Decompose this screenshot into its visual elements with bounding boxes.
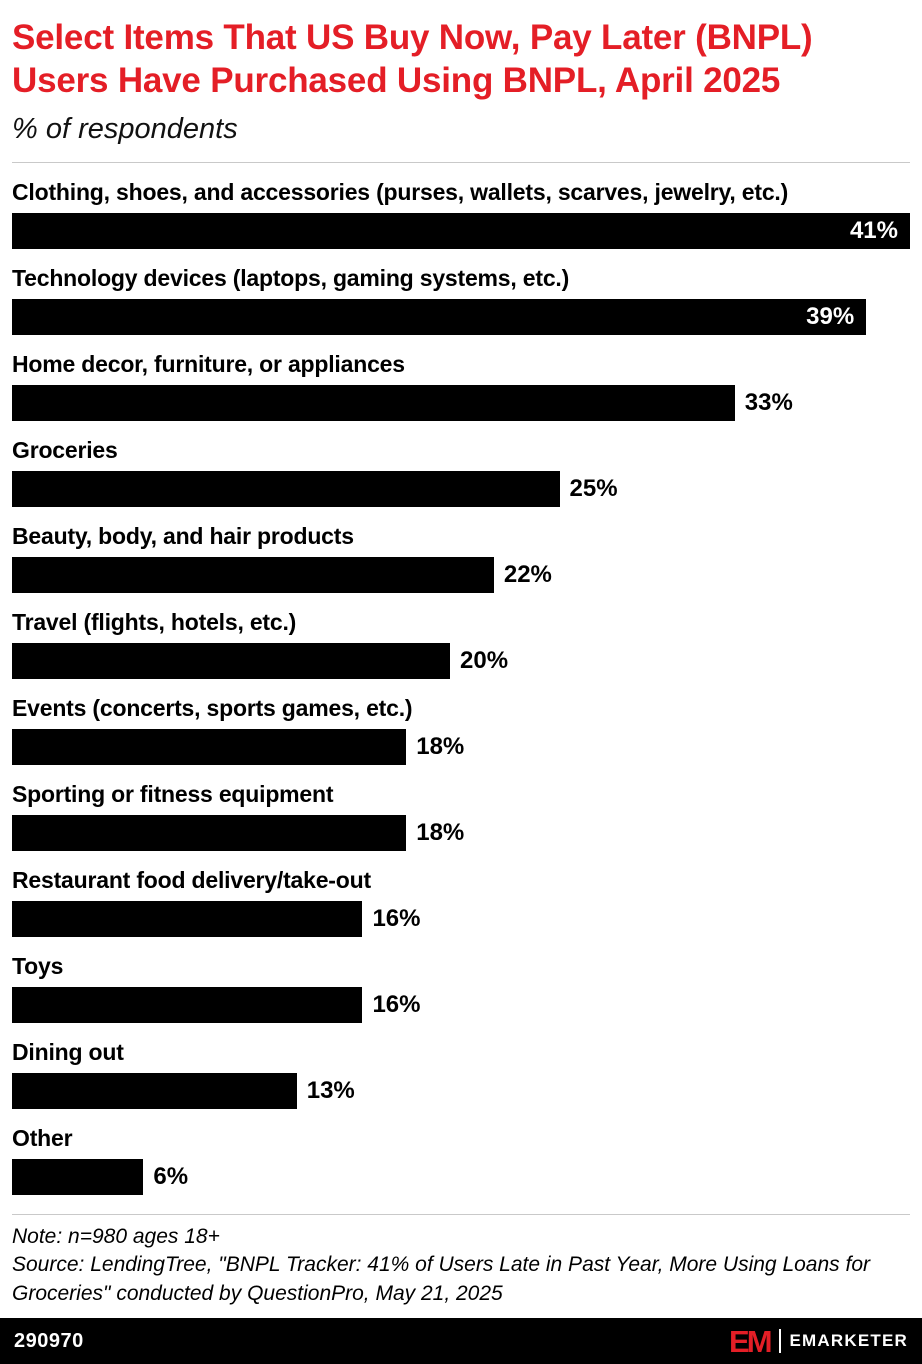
bar-track: 18% bbox=[12, 814, 910, 851]
bar-track: 39% bbox=[12, 298, 910, 335]
bar-track: 22% bbox=[12, 556, 910, 593]
notes-section: Note: n=980 ages 18+ Source: LendingTree… bbox=[12, 1213, 910, 1308]
bar-value-label: 20% bbox=[460, 646, 509, 674]
bar-value-label: 18% bbox=[416, 818, 465, 846]
bar-track: 16% bbox=[12, 986, 910, 1023]
bar-value-label: 33% bbox=[744, 388, 793, 416]
bar-row: Toys 16% bbox=[12, 951, 910, 1023]
bar bbox=[12, 556, 494, 593]
bar-row: Travel (flights, hotels, etc.) 20% bbox=[12, 607, 910, 679]
bar-row: Beauty, body, and hair products 22% bbox=[12, 521, 910, 593]
bar-row: Technology devices (laptops, gaming syst… bbox=[12, 263, 910, 335]
bar: 41% bbox=[12, 212, 910, 249]
bar-track: 6% bbox=[12, 1158, 910, 1195]
bar-row: Sporting or fitness equipment 18% bbox=[12, 779, 910, 851]
bar-category-label: Technology devices (laptops, gaming syst… bbox=[12, 264, 570, 291]
bar-category-label: Clothing, shoes, and accessories (purses… bbox=[12, 178, 789, 205]
bar-row: Home decor, furniture, or appliances 33% bbox=[12, 349, 910, 421]
bar bbox=[12, 900, 363, 937]
bar bbox=[12, 384, 735, 421]
bar-track: 33% bbox=[12, 384, 910, 421]
note-text: Note: n=980 ages 18+ bbox=[12, 1224, 220, 1248]
bar-row: Restaurant food delivery/take-out 16% bbox=[12, 865, 910, 937]
bar-category-label: Sporting or fitness equipment bbox=[12, 780, 334, 807]
bar bbox=[12, 814, 407, 851]
bar-row: Dining out 13% bbox=[12, 1037, 910, 1109]
bar-track: 16% bbox=[12, 900, 910, 937]
bar-row: Groceries 25% bbox=[12, 435, 910, 507]
chart-id: 290970 bbox=[14, 1329, 84, 1352]
bar-category-label: Home decor, furniture, or appliances bbox=[12, 350, 405, 377]
bar-category-label: Dining out bbox=[12, 1038, 124, 1065]
bar-value-label: 39% bbox=[806, 302, 855, 330]
bar-category-label: Groceries bbox=[12, 436, 118, 463]
bar-track: 20% bbox=[12, 642, 910, 679]
source-text: Source: LendingTree, "BNPL Tracker: 41% … bbox=[12, 1253, 871, 1305]
bar bbox=[12, 728, 407, 765]
bar-category-label: Toys bbox=[12, 952, 64, 979]
bar bbox=[12, 642, 451, 679]
bar-value-label: 16% bbox=[372, 904, 421, 932]
bar-track: 18% bbox=[12, 728, 910, 765]
header-divider bbox=[12, 161, 910, 163]
emarketer-monogram-icon: EM bbox=[729, 1323, 772, 1359]
bar-value-label: 22% bbox=[503, 560, 552, 588]
bar-value-label: 18% bbox=[416, 732, 465, 760]
bar bbox=[12, 1072, 297, 1109]
bar-value-label: 25% bbox=[569, 474, 618, 502]
chart-title: Select Items That US Buy Now, Pay Later … bbox=[12, 18, 813, 101]
bar-row: Events (concerts, sports games, etc.) 18% bbox=[12, 693, 910, 765]
bar-category-label: Beauty, body, and hair products bbox=[12, 522, 354, 549]
bar-row: Other 6% bbox=[12, 1123, 910, 1195]
brand-lockup: EM EMARKETER bbox=[729, 1326, 908, 1357]
footer-bar: 290970 EM EMARKETER bbox=[0, 1318, 922, 1364]
bar: 39% bbox=[12, 298, 867, 335]
bar-track: 13% bbox=[12, 1072, 910, 1109]
bar-category-label: Travel (flights, hotels, etc.) bbox=[12, 608, 297, 635]
brand-name: EMARKETER bbox=[789, 1331, 908, 1350]
bar bbox=[12, 470, 560, 507]
bar-value-label: 16% bbox=[372, 990, 421, 1018]
bar-row: Clothing, shoes, and accessories (purses… bbox=[12, 177, 910, 249]
bar-track: 25% bbox=[12, 470, 910, 507]
bar-category-label: Restaurant food delivery/take-out bbox=[12, 866, 371, 893]
bar-track: 41% bbox=[12, 212, 910, 249]
bar-category-label: Other bbox=[12, 1124, 73, 1151]
bar bbox=[12, 1158, 144, 1195]
brand-divider bbox=[778, 1329, 781, 1353]
bar-value-label: 6% bbox=[153, 1162, 189, 1190]
chart-content: Select Items That US Buy Now, Pay Later … bbox=[12, 18, 910, 1195]
chart-subtitle: % of respondents bbox=[12, 112, 238, 145]
bar-category-label: Events (concerts, sports games, etc.) bbox=[12, 694, 413, 721]
bar-value-label: 13% bbox=[306, 1076, 355, 1104]
bar-value-label: 41% bbox=[849, 216, 898, 244]
bar bbox=[12, 986, 363, 1023]
bar-chart: Clothing, shoes, and accessories (purses… bbox=[12, 177, 910, 1195]
